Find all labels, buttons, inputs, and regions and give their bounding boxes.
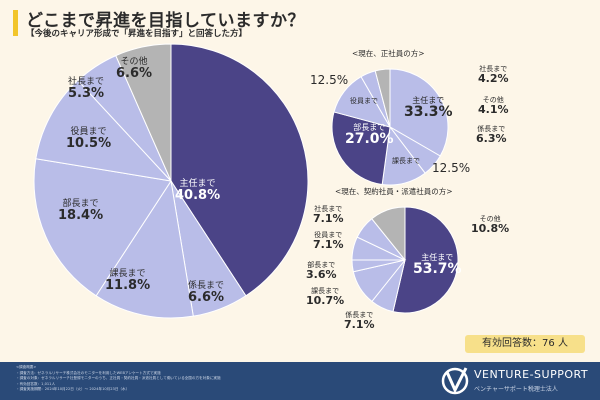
pie1-slice-4 bbox=[35, 79, 173, 182]
p2-label-shunin: 主任まで 33.3% bbox=[404, 96, 453, 121]
survey-line: ・調査の対象：ゼネラルリサーチ社登録モニターのうち、正社員・契約社員・派遣社員と… bbox=[16, 376, 221, 381]
pie2-slice-3 bbox=[331, 111, 391, 186]
main-label-other: その他 6.6% bbox=[116, 57, 153, 82]
p2-label-bucho: 部長まで 27.0% bbox=[345, 123, 394, 148]
survey-summary: <調査概要> ・調査方法：ゼネラルリサーチ株式会社のモニターを利用したWEBアン… bbox=[16, 365, 221, 393]
p3-label-shacho: 社長まで 7.1% bbox=[313, 205, 344, 226]
survey-line: ・調査実施期間：2024年10月22日（火）～ 2024年10月23日（水） bbox=[16, 387, 130, 392]
pie2-slice-6 bbox=[374, 68, 391, 128]
main-label-yakuin: 役員まで 10.5% bbox=[66, 127, 112, 152]
pie3-slice-6 bbox=[371, 206, 406, 262]
footer: <調査概要> ・調査方法：ゼネラルリサーチ株式会社のモニターを利用したWEBアン… bbox=[0, 362, 600, 400]
p3-label-bucho: 部長まで 3.6% bbox=[306, 261, 337, 282]
p3-label-other: その他 10.8% bbox=[471, 215, 510, 236]
main-label-shacho: 社長まで 5.3% bbox=[68, 77, 105, 102]
survey-line: ・有効回答数：1,011人 bbox=[16, 381, 56, 386]
pie2-title: <現在、正社員の方> bbox=[352, 49, 425, 58]
main-label-bucho: 部長まで 18.4% bbox=[58, 199, 104, 224]
pie1-slice-2 bbox=[95, 179, 194, 319]
p2-label-other: その他 4.1% bbox=[478, 96, 509, 117]
brand-subname: ベンチャーサポート税理士法人 bbox=[474, 386, 558, 393]
p2-label-kacho: 課長まで bbox=[392, 157, 420, 165]
main-label-kacho: 課長まで 11.8% bbox=[105, 269, 151, 294]
p2-value-yakuin: 12.5% bbox=[310, 73, 349, 87]
brand-name: VENTURE-SUPPORT bbox=[474, 368, 589, 381]
survey-line: ・調査方法：ゼネラルリサーチ株式会社のモニターを利用したWEBアンケート方式で実… bbox=[16, 370, 161, 375]
p2-value-kacho: 12.5% bbox=[432, 161, 471, 175]
pie3-slice-0 bbox=[392, 206, 459, 314]
title-accent-bar bbox=[13, 10, 18, 36]
p2-label-shacho: 社長まで 4.2% bbox=[478, 65, 509, 86]
page-subtitle: 【今後のキャリア形成で「昇進を目指す」と回答した方】 bbox=[26, 29, 248, 39]
main-label-shunin: 主任まで 40.8% bbox=[175, 179, 221, 204]
p3-label-kakaricho: 係長まで 7.1% bbox=[344, 311, 375, 332]
pie1-slice-3 bbox=[33, 158, 172, 297]
survey-line: <調査概要> bbox=[16, 365, 37, 369]
pie3-title: <現在、契約社員・派遣社員の方> bbox=[335, 187, 453, 196]
response-count: 有効回答数：76 人 bbox=[465, 335, 585, 353]
main-label-kakaricho: 係長まで 6.6% bbox=[188, 281, 225, 306]
page-title: どこまで昇進を目指していますか？ bbox=[26, 11, 305, 31]
venture-support-logo-icon bbox=[441, 367, 469, 395]
p2-label-yakuin: 役員まで bbox=[350, 97, 378, 105]
p3-label-kacho: 課長まで 10.7% bbox=[306, 287, 345, 308]
p2-label-kakaricho: 係長まで 6.3% bbox=[476, 125, 507, 146]
pie1-slice-6 bbox=[115, 43, 172, 182]
p3-label-shunin: 主任まで 53.7% bbox=[413, 253, 462, 278]
pie2-slice-0 bbox=[389, 68, 449, 157]
p3-label-yakuin: 役員まで 7.1% bbox=[313, 231, 344, 252]
